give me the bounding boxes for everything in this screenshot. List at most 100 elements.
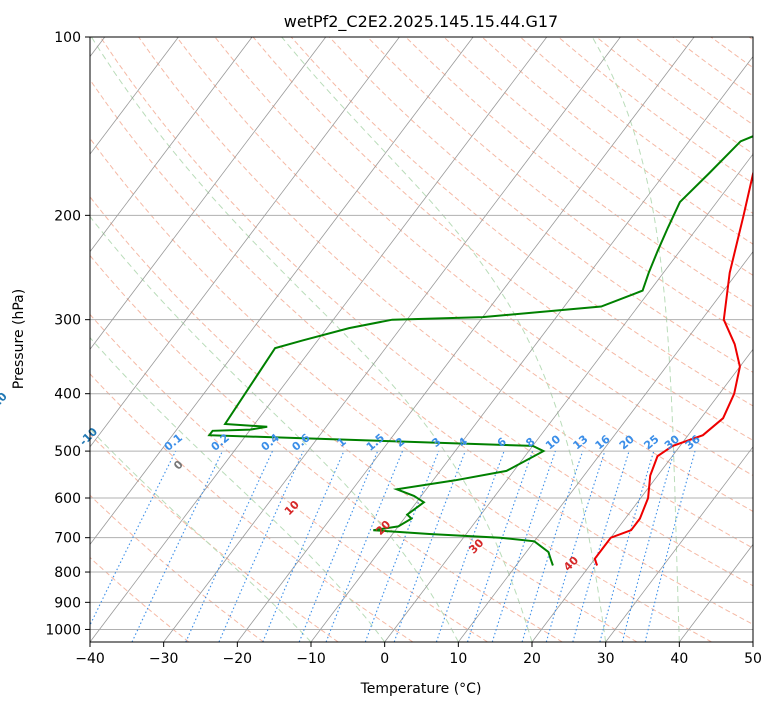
- mixing-ratio-line: [393, 450, 466, 642]
- dry-adiabat-line: [367, 37, 753, 340]
- y-tick-label: 500: [54, 444, 81, 460]
- isotherm-line: [90, 37, 327, 350]
- dry-adiabat-line: [214, 37, 753, 477]
- dry-adiabat-line: [90, 137, 712, 642]
- mixing-ratio-line: [325, 450, 404, 642]
- profile-series: [207, 135, 753, 566]
- mixing-ratio-label: 0.6: [289, 431, 313, 454]
- dry-adiabat-line: [90, 313, 488, 642]
- isotherm-line: [605, 446, 753, 642]
- x-tick-label: 10: [449, 651, 467, 667]
- mixing-ratio-line: [218, 450, 304, 642]
- mixing-ratio-line: [90, 450, 177, 627]
- x-tick-label: 0: [380, 651, 389, 667]
- moist-adiabat-line: [281, 37, 607, 642]
- y-tick-label: 200: [54, 208, 81, 224]
- dry-adiabat-line: [672, 37, 753, 97]
- isotherm-line: [90, 37, 474, 546]
- dry-adiabat-line: [634, 37, 753, 126]
- y-tick-label: 400: [54, 387, 81, 403]
- x-tick-label: −10: [296, 651, 326, 667]
- isotherm-line: [163, 37, 621, 642]
- moist-adiabat-line: [752, 624, 753, 642]
- isotherm-line: [90, 37, 253, 253]
- moist-adiabat-line: [90, 215, 459, 642]
- x-tick-label: −40: [75, 651, 105, 667]
- mixing-ratio-line: [466, 450, 534, 642]
- dry-adiabat-label: 20: [373, 518, 393, 538]
- y-tick-label: 100: [54, 30, 81, 46]
- dry-adiabat-line: [138, 37, 753, 549]
- x-tick-label: 40: [670, 651, 688, 667]
- dry-adiabat-line: [405, 37, 753, 308]
- dry-adiabat-line: [557, 37, 753, 184]
- mixing-ratio-line: [521, 450, 584, 642]
- isotherm-line: [752, 641, 753, 642]
- isotherm-line: [90, 37, 548, 642]
- dry-adiabat-line: [290, 37, 753, 407]
- mixing-ratio-label: 6: [495, 435, 509, 450]
- moist-adiabat-line: [90, 428, 312, 642]
- mixing-ratio-line: [262, 450, 345, 642]
- mixing-ratio-label: 10: [543, 432, 563, 452]
- dry-adiabat-line: [90, 78, 753, 625]
- isotherm-line: [310, 55, 753, 642]
- isotherm-line: [531, 348, 753, 642]
- x-tick-label: 50: [744, 651, 762, 667]
- dry-adiabat-line: [710, 37, 753, 69]
- mixing-ratio-label: 1: [335, 435, 349, 450]
- mixing-ratio-line: [599, 450, 655, 642]
- mixing-ratio-label: 13: [570, 433, 590, 453]
- mixing-ratio-line: [131, 450, 223, 642]
- dry-adiabat-line: [99, 37, 753, 587]
- mixing-ratio-line: [435, 450, 505, 642]
- y-tick-label: 300: [54, 313, 81, 329]
- y-tick-label: 700: [54, 531, 81, 547]
- dry-adiabat-line: [90, 494, 264, 642]
- mixing-ratio-label: 25: [641, 433, 661, 453]
- isotherm-line: [237, 37, 695, 642]
- x-tick-label: 30: [597, 651, 615, 667]
- plot-frame: [89, 36, 754, 643]
- mixing-ratio-label: 20: [617, 432, 637, 452]
- dry-adiabat-line: [90, 254, 563, 642]
- y-tick-label: 800: [54, 565, 81, 581]
- mixing-ratio-label: 1.5: [364, 431, 387, 453]
- mixing-ratio-label: 0.1: [162, 431, 185, 453]
- y-tick-label: 1000: [45, 622, 81, 638]
- dry-adiabat-line: [90, 556, 190, 642]
- x-axis-label: Temperature (°C): [360, 681, 482, 697]
- mixing-ratio-line: [491, 450, 556, 642]
- dry-adiabat-line: [90, 196, 638, 642]
- dry-adiabat-line: [176, 37, 753, 513]
- y-axis-label: Pressure (hPa): [11, 289, 27, 389]
- isotherm-line: [90, 37, 179, 155]
- temperature-profile-line: [593, 170, 753, 566]
- isotherm-line: [384, 153, 753, 642]
- dry-adiabat-label: 10: [282, 498, 302, 518]
- mixing-ratio-line: [298, 450, 379, 642]
- moist-adiabat-line: [591, 37, 680, 642]
- x-tick-label: 20: [523, 651, 541, 667]
- dry-adiabat-line: [90, 373, 414, 642]
- y-tick-label: 900: [54, 595, 81, 611]
- dry-adiabat-line: [519, 37, 753, 215]
- moist-adiabat-line: [90, 37, 533, 642]
- x-axis-ticks: −40 −30 −20 −10 0 10 20 30 40 50: [75, 642, 762, 667]
- background-grid: [90, 37, 753, 642]
- dry-adiabat-line: [90, 433, 339, 642]
- isotherm-line: [458, 251, 753, 642]
- mixing-ratio-line: [545, 450, 606, 642]
- y-axis-ticks: 100 200 300 400 500 600 700 800 900 1000: [45, 30, 90, 638]
- mixing-ratio-label: 16: [593, 432, 613, 452]
- mixing-ratio-label: 3: [429, 435, 443, 450]
- dry-adiabat-line: [329, 37, 753, 373]
- moist-adiabat-line: [90, 336, 386, 642]
- mixing-ratio-label: 0.4: [259, 431, 283, 454]
- mixing-ratio-line: [644, 450, 696, 642]
- x-tick-label: −30: [149, 651, 179, 667]
- mixing-ratio-label: 30: [662, 432, 682, 452]
- mixing-ratio-line: [364, 450, 440, 642]
- y-tick-label: 600: [54, 491, 81, 507]
